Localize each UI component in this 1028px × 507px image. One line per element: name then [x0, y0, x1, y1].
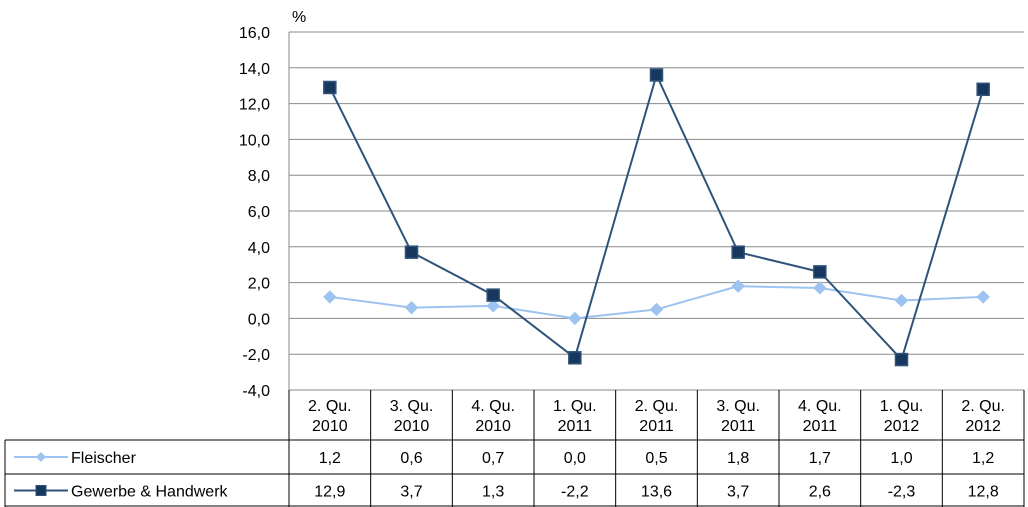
- data-point: [894, 293, 909, 308]
- y-tick-label: 8,0: [248, 168, 270, 185]
- data-point: [813, 281, 827, 295]
- y-tick-label: 14,0: [239, 61, 270, 78]
- y-tick-label: 10,0: [239, 132, 270, 149]
- data-point: [323, 290, 337, 304]
- data-point: [323, 80, 337, 95]
- data-point: [813, 265, 827, 279]
- y-tick-label: 12,0: [239, 97, 270, 114]
- data-point: [568, 311, 582, 326]
- category-label: 2012: [884, 418, 920, 435]
- data-table: 2. Qu. 2010 3. Qu. 2010 4. Qu. 2010 1. Qu. 2011…: [4, 390, 1025, 507]
- y-tick-label: 6,0: [248, 204, 270, 221]
- data-point: [404, 245, 419, 259]
- series-lines: [323, 68, 990, 367]
- y-tick-label: 0,0: [248, 311, 270, 328]
- series-name: Fleischer: [71, 450, 137, 467]
- category-label: 3. Qu.: [390, 398, 434, 415]
- y-tick-label: 16,0: [239, 25, 270, 42]
- category-label: 2. Qu.: [635, 398, 679, 415]
- table-value: 0,5: [645, 450, 667, 467]
- category-label: 2011: [721, 418, 756, 435]
- data-point: [731, 279, 745, 293]
- category-label: 2010: [475, 418, 511, 435]
- data-point: [486, 288, 500, 302]
- data-point: [731, 245, 745, 259]
- category-label: 2010: [394, 418, 430, 435]
- category-label: 2011: [803, 418, 838, 435]
- data-point: [649, 302, 664, 317]
- table-value: 0,0: [564, 450, 586, 467]
- category-label: 2012: [965, 418, 1001, 435]
- table-value: -2,3: [888, 484, 916, 501]
- series-name: Gewerbe & Handwerk: [71, 484, 229, 501]
- data-point: [976, 290, 990, 304]
- category-label: 3. Qu.: [716, 398, 760, 415]
- legend-marker-1: [35, 485, 47, 496]
- category-label: 4. Qu.: [798, 398, 842, 415]
- category-label: 2. Qu.: [961, 398, 1005, 415]
- category-label: 1. Qu.: [553, 398, 597, 415]
- table-value: 1,0: [890, 450, 912, 467]
- category-label: 2. Qu.: [308, 398, 352, 415]
- table-value: 3,7: [400, 484, 422, 501]
- y-tick-label: 2,0: [248, 276, 270, 293]
- table-value: 12,8: [968, 484, 999, 501]
- table-value: 1,7: [809, 450, 831, 467]
- category-label: 2010: [312, 418, 348, 435]
- data-point: [568, 351, 582, 365]
- category-label: 1. Qu.: [880, 398, 924, 415]
- category-label: 2011: [558, 418, 593, 435]
- axes: [288, 32, 1024, 391]
- table-value: 2,6: [809, 484, 831, 501]
- y-tick-label: 4,0: [248, 240, 270, 257]
- table-value: 3,7: [727, 484, 749, 501]
- data-point: [894, 352, 909, 367]
- table-value: -2,2: [561, 484, 589, 501]
- table-value: 1,8: [727, 450, 749, 467]
- y-tick-labels: -4,0 -2,0 0,0 2,0 4,0 6,0 8,0 10,0 12,0 14,0 16,0: [239, 25, 270, 400]
- category-label: 2011: [639, 418, 674, 435]
- y-unit-label: %: [292, 9, 306, 26]
- table-value: 1,2: [972, 450, 994, 467]
- data-point: [976, 82, 990, 97]
- table-value: 13,6: [641, 484, 672, 501]
- y-tick-label: -2,0: [242, 347, 270, 364]
- table-value: 1,2: [319, 450, 341, 467]
- table-value: 0,6: [400, 450, 422, 467]
- y-tick-label: -4,0: [242, 383, 270, 400]
- table-value: 12,9: [314, 484, 345, 501]
- data-point: [486, 299, 500, 313]
- category-label: 4. Qu.: [471, 398, 515, 415]
- table-value: 1,3: [482, 484, 504, 501]
- data-point: [649, 68, 664, 82]
- table-value: 0,7: [482, 450, 504, 467]
- data-point: [404, 300, 419, 315]
- legend-marker-0: [36, 452, 46, 462]
- series-line-1: [328, 72, 985, 362]
